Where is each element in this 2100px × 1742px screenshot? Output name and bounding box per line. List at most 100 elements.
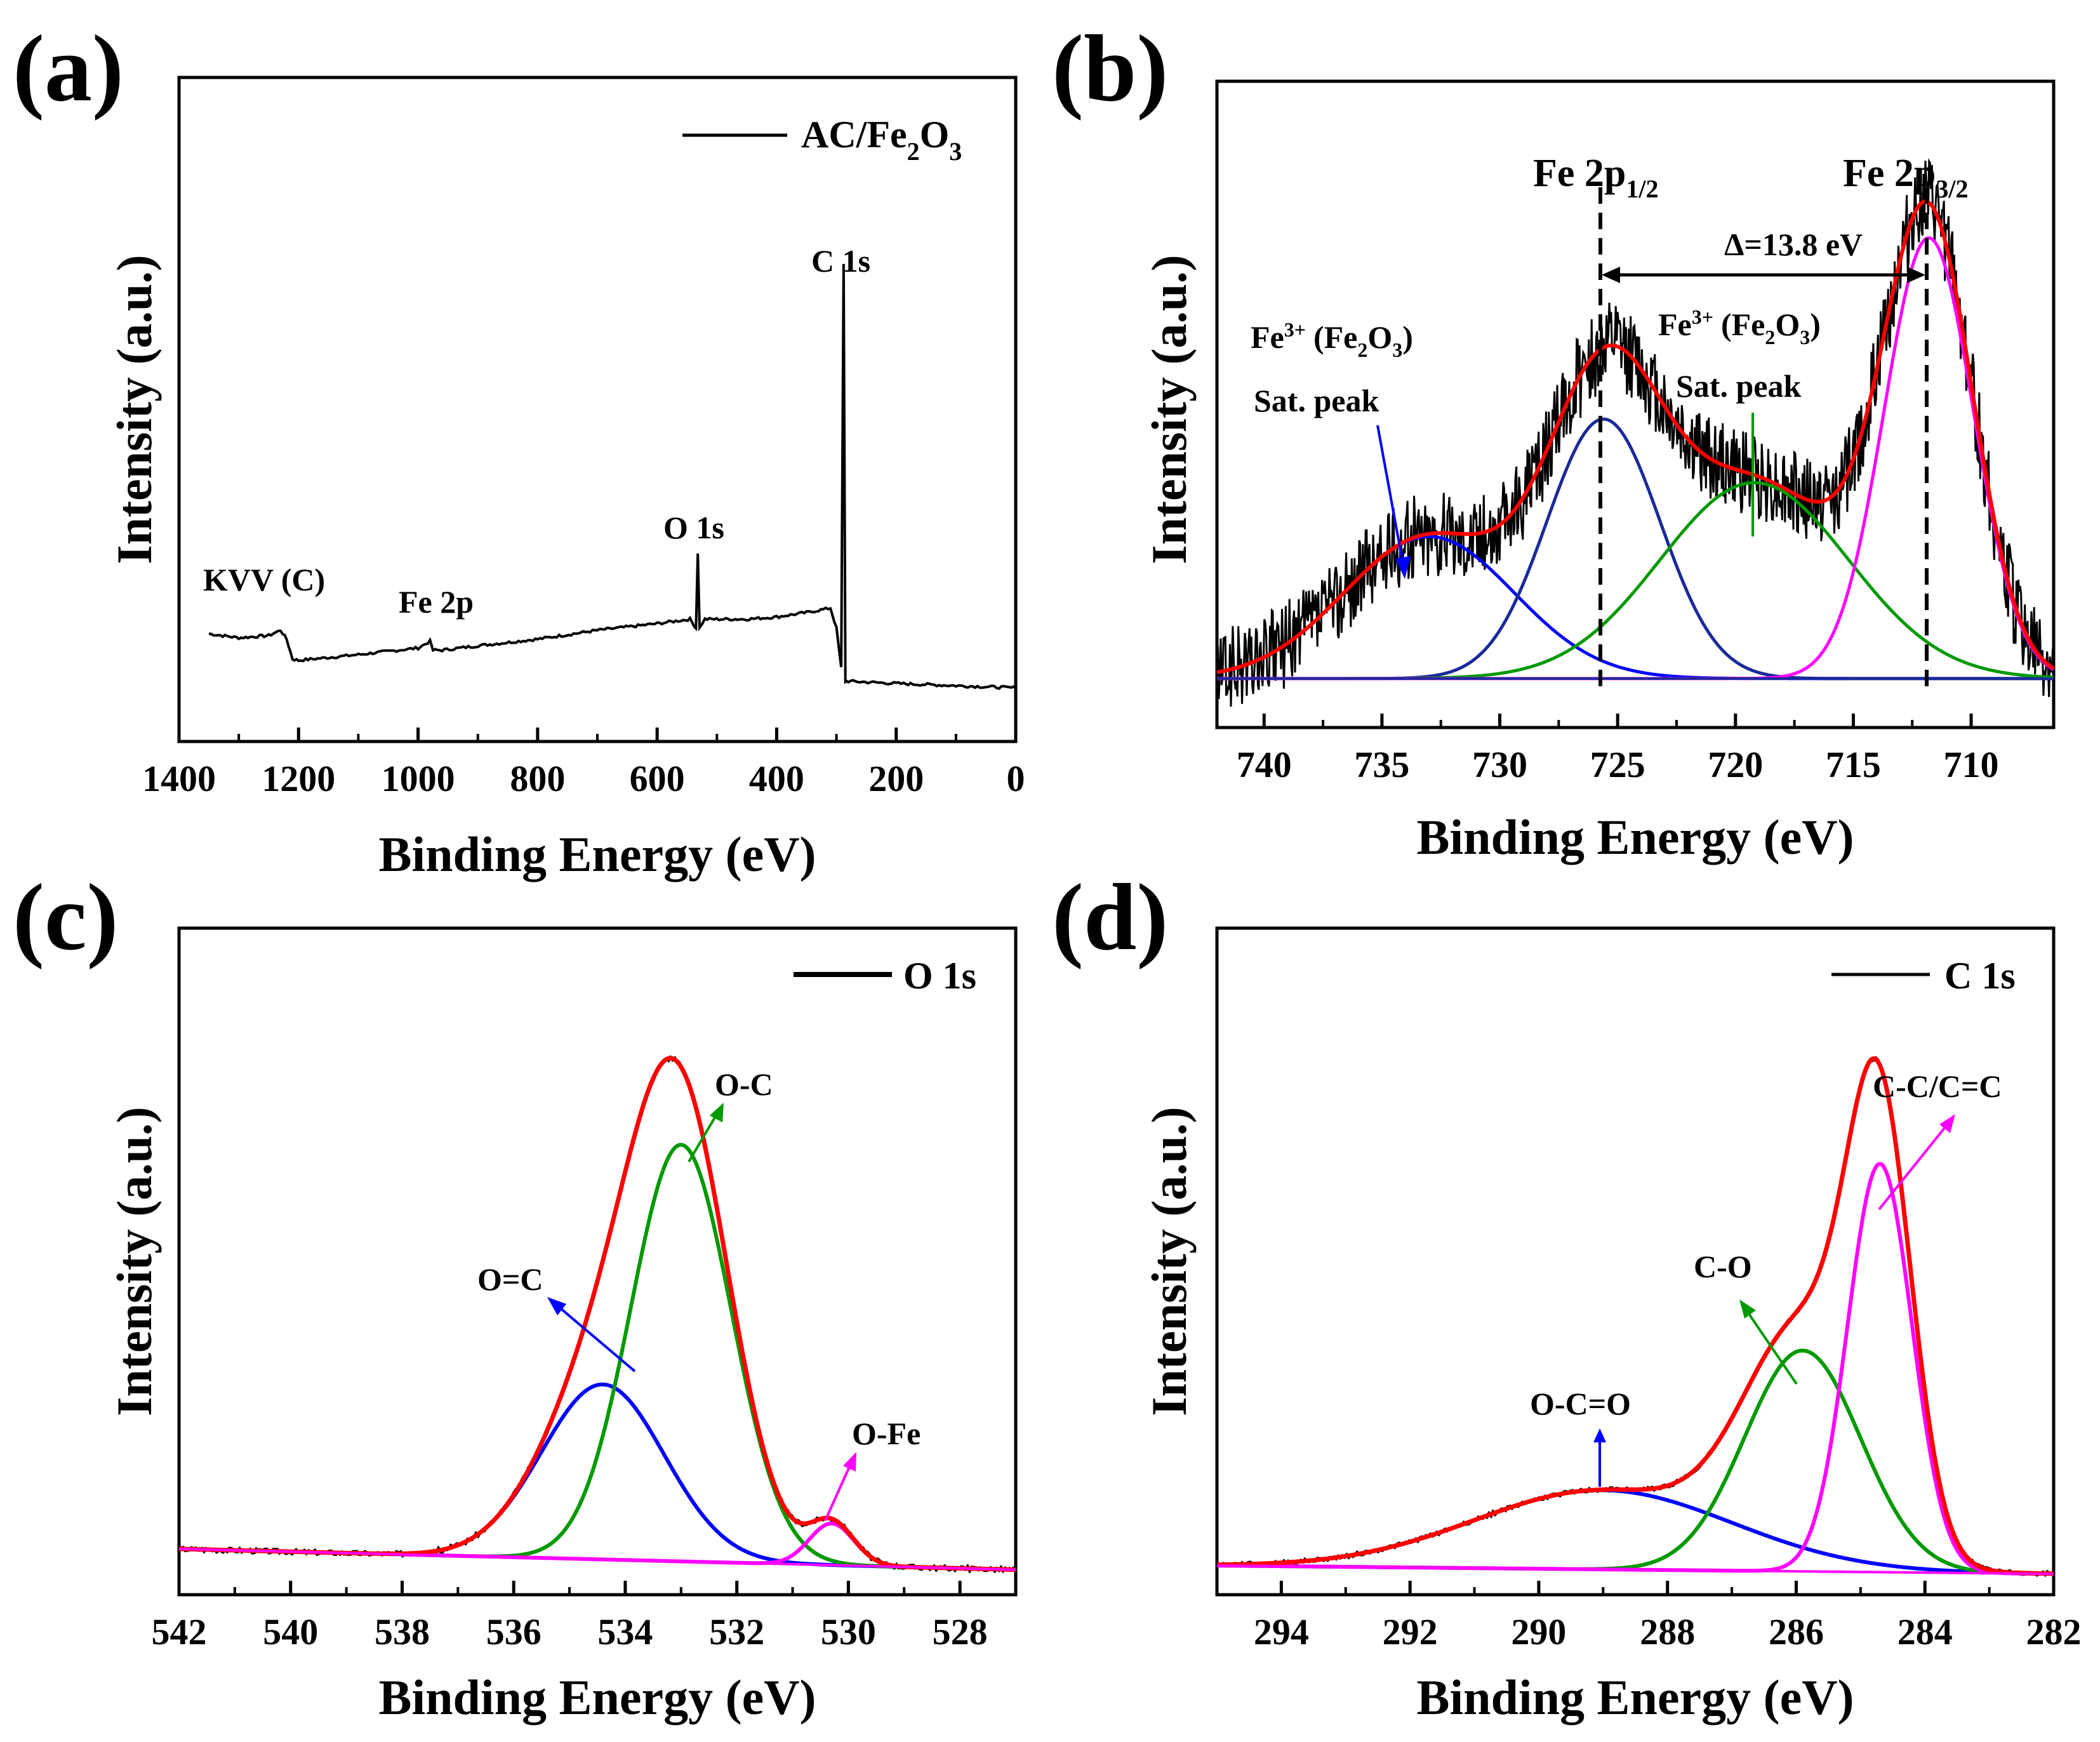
sat-left-sup: 3+ xyxy=(1284,318,1306,341)
delta-arrow-head-right xyxy=(1907,267,1925,283)
sat-right-paren: (Fe xyxy=(1721,307,1765,342)
annotation-fe2p12: Fe 2p1/2 xyxy=(1533,152,1659,203)
series-component-c-1 xyxy=(178,1143,1016,1572)
series-raw-c xyxy=(178,1054,1016,1574)
x-axis-label-b: Binding Energy (eV) xyxy=(1416,809,1854,865)
sat-left-close: ) xyxy=(1402,319,1413,355)
panel-b: (b) 740 735 730 725 720 715 710 Binding Energy… xyxy=(1052,16,2056,865)
annotation-sat-right-title: Fe3+ (Fe2O3) xyxy=(1658,305,1821,349)
x-tick-label: 740 xyxy=(1237,744,1292,785)
delta-arrow-head-left xyxy=(1602,267,1620,283)
series-group-a xyxy=(208,263,1016,690)
x-ticks-a: 1400 1200 1000 800 600 400 200 0 xyxy=(142,728,1025,799)
x-tick-label: 530 xyxy=(821,1611,876,1652)
annotation-sat-left: Sat. peak xyxy=(1254,383,1379,418)
annotation-sat-left-title: Fe3+ (Fe2O3) xyxy=(1251,318,1413,361)
series-envelope-b xyxy=(1216,199,2055,675)
x-axis-label-a: Binding Energy (eV) xyxy=(378,827,816,882)
legend-text-a: AC/Fe2O3 xyxy=(801,114,962,166)
panel-label-a: (a) xyxy=(13,16,124,121)
annotation-cc: C-C/C=C xyxy=(1873,1068,2002,1104)
pointer-sat-left xyxy=(1376,425,1406,575)
y-axis-label-c: Intensity (a.u.) xyxy=(107,1107,162,1416)
x-tick-label: 534 xyxy=(597,1611,653,1652)
sat-right-sub3: 3 xyxy=(1800,326,1810,349)
series-group-b xyxy=(1216,157,2055,707)
x-ticks-c: 542 540 538 536 534 532 530 528 xyxy=(152,1581,988,1652)
annotation-delta: Δ=13.8 eV xyxy=(1724,227,1863,262)
x-tick-label: 730 xyxy=(1472,744,1527,785)
x-tick-label: 1400 xyxy=(142,758,216,799)
pointer-oc-double xyxy=(551,1300,636,1373)
annotation-oco: O-C=O xyxy=(1530,1386,1631,1421)
series-baseline-c xyxy=(178,1547,1016,1571)
annotation-fe2p32: Fe 2p3/2 xyxy=(1843,152,1969,203)
x-ticks-d: 294 292 290 288 286 284 282 xyxy=(1254,1581,2082,1652)
panel-c: (c) 542 540 538 536 534 532 530 528 Binding Ene… xyxy=(13,865,1018,1725)
series-component-d-0 xyxy=(1217,1488,2054,1576)
x-tick-label: 294 xyxy=(1254,1611,1309,1652)
panel-label-c: (c) xyxy=(13,865,118,970)
annotation-sat-right: Sat. peak xyxy=(1676,368,1801,404)
x-tick-label: 532 xyxy=(709,1611,764,1652)
fe2p12-main: Fe 2p xyxy=(1533,152,1626,195)
x-tick-label: 0 xyxy=(1007,758,1025,799)
fe2p32-main: Fe 2p xyxy=(1843,152,1936,195)
sat-left-o: O xyxy=(1367,319,1392,355)
x-tick-label: 735 xyxy=(1354,744,1409,785)
plot-frame-a xyxy=(177,76,1018,743)
series-envelope-d xyxy=(1217,1056,2054,1576)
fe2p32-sub: 3/2 xyxy=(1936,175,1968,203)
x-tick-label: 536 xyxy=(486,1611,542,1652)
x-tick-label: 720 xyxy=(1708,744,1763,785)
series-component-c-0 xyxy=(178,1382,1016,1572)
y-axis-label-d: Intensity (a.u.) xyxy=(1141,1107,1197,1416)
pointer-co xyxy=(1741,1303,1798,1385)
sat-left-sub3: 3 xyxy=(1392,338,1402,361)
series-raw-d xyxy=(1216,1056,2055,1578)
x-tick-label: 290 xyxy=(1511,1611,1566,1652)
pointer-oc-double-head xyxy=(547,1297,566,1315)
x-tick-label: 710 xyxy=(1944,744,1999,785)
sat-right-sup: 3+ xyxy=(1692,305,1713,328)
annotation-fe2p: Fe 2p xyxy=(399,584,474,620)
sat-right-sub2: 2 xyxy=(1765,326,1775,349)
series-survey-line xyxy=(208,263,1016,690)
x-tick-label: 282 xyxy=(2026,1611,2082,1652)
x-tick-label: 542 xyxy=(152,1611,207,1652)
x-tick-label: 288 xyxy=(1640,1611,1695,1652)
pointer-cc-head xyxy=(1939,1114,1955,1133)
x-axis-label-c: Binding Energy (eV) xyxy=(378,1670,816,1725)
x-tick-label: 400 xyxy=(749,758,804,799)
sat-right-fe: Fe xyxy=(1658,307,1692,342)
x-tick-label: 715 xyxy=(1826,744,1881,785)
x-tick-label: 292 xyxy=(1383,1611,1438,1652)
annotation-ofe: O-Fe xyxy=(852,1416,920,1451)
series-component-c-2 xyxy=(178,1521,1016,1572)
sat-left-sub2: 2 xyxy=(1357,338,1367,361)
series-group-d xyxy=(1216,1056,2055,1578)
pointer-co-head xyxy=(1739,1300,1756,1319)
x-tick-label: 528 xyxy=(933,1611,988,1652)
series-baseline-d xyxy=(1217,1564,2054,1576)
pointer-oco-head xyxy=(1593,1428,1606,1442)
legend-a-sub2: 3 xyxy=(949,137,962,166)
pointer-cc xyxy=(1878,1117,1953,1211)
x-tick-label: 800 xyxy=(510,758,565,799)
legend-a-o: O xyxy=(920,114,950,156)
pointer-sat-left-head xyxy=(1395,556,1411,579)
plot-frame-d xyxy=(1215,926,2056,1597)
pointer-oc-head xyxy=(710,1103,724,1122)
y-axis-label-a: Intensity (a.u.) xyxy=(107,255,162,564)
x-tick-label: 284 xyxy=(1897,1611,1953,1652)
annotation-oc-double: O=C xyxy=(477,1261,543,1297)
legend-text-d: C 1s xyxy=(1944,955,2016,997)
panel-a: (a) 1400 1200 1000 800 600 400 200 0 Binding En… xyxy=(13,16,1025,882)
x-tick-label: 538 xyxy=(375,1611,430,1652)
legend-text-c: O 1s xyxy=(903,955,976,997)
x-tick-label: 540 xyxy=(263,1611,318,1652)
series-envelope-c xyxy=(178,1056,1016,1572)
series-component-d-1 xyxy=(1217,1348,2054,1576)
annotation-c1s-a: C 1s xyxy=(811,243,870,279)
